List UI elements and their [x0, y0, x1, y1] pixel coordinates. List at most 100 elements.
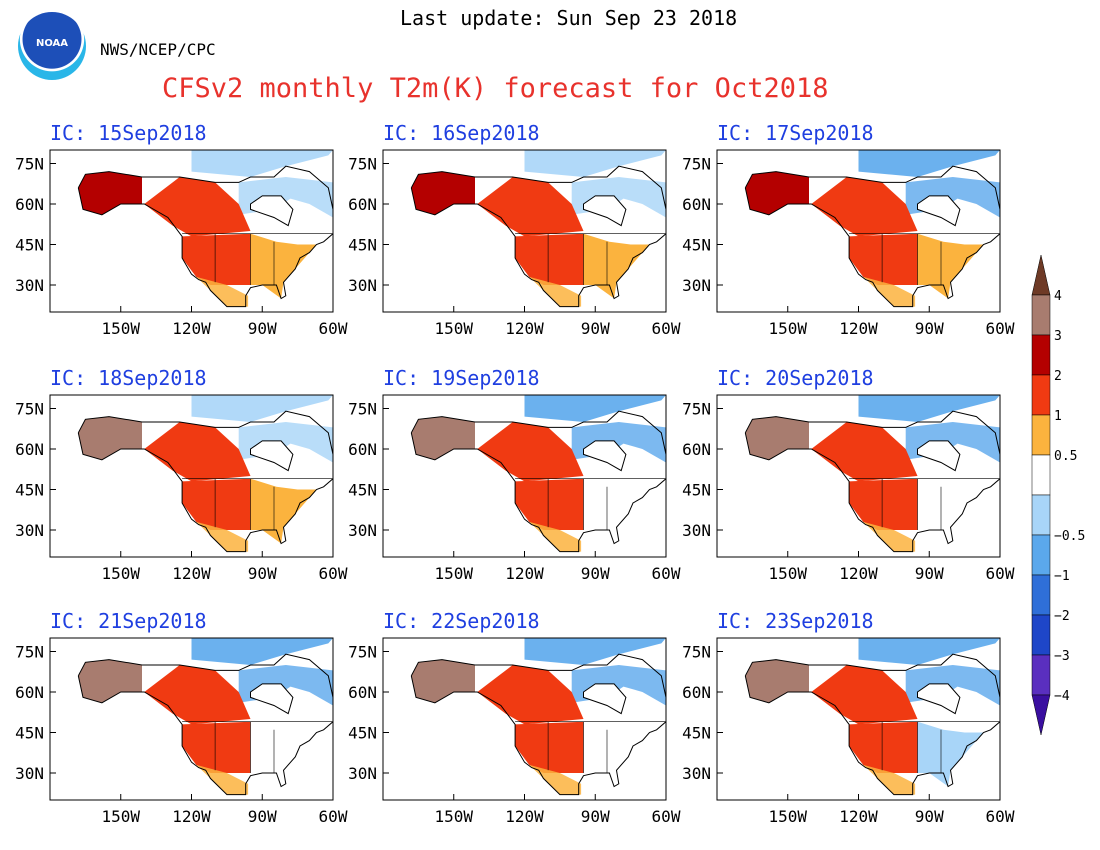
lat-tick-label: 60N: [15, 683, 44, 702]
map-area: [50, 395, 333, 557]
map-area: [383, 638, 666, 800]
lat-tick-label: 75N: [348, 643, 377, 662]
panel-ic-label: IC: 19Sep2018: [383, 366, 540, 390]
mexico-anomaly: [529, 276, 582, 307]
colorbar-label: −4: [1054, 689, 1070, 704]
coastline: [77, 653, 333, 796]
lat-tick-label: 45N: [348, 724, 377, 743]
eastern-us-anomaly: [583, 233, 650, 299]
colorbar-segment: [1031, 454, 1051, 496]
arctic-anomaly: [524, 150, 666, 177]
hudson-bay: [917, 195, 961, 227]
eastern-us-anomaly: [917, 721, 984, 787]
western-us-anomaly: [849, 233, 918, 285]
mexico-anomaly: [529, 521, 582, 552]
colorbar-top-arrow: [1031, 254, 1051, 296]
figure-title: CFSv2 monthly T2m(K) forecast for Oct201…: [162, 73, 829, 104]
colorbar-segment: [1031, 334, 1051, 376]
lon-tick-label: 90W: [581, 319, 610, 338]
hudson-bay: [250, 440, 294, 472]
colorbar-label: 1: [1054, 409, 1062, 424]
alaska-anomaly: [78, 171, 142, 215]
agency-label: NWS/NCEP/CPC: [100, 40, 216, 59]
noaa-logo-text: NOAA: [35, 38, 69, 49]
lat-tick-label: 30N: [15, 276, 44, 295]
colorbar-label: −0.5: [1054, 529, 1085, 544]
western-us-anomaly: [182, 721, 251, 773]
colorbar-label: −1: [1054, 569, 1070, 584]
map-area: [383, 395, 666, 557]
lat-tick-label: 30N: [348, 764, 377, 783]
lat-tick-label: 45N: [15, 236, 44, 255]
panel-ic-label: IC: 15Sep2018: [50, 121, 207, 145]
arctic-anomaly: [524, 395, 666, 422]
map-area: [717, 395, 1000, 557]
lon-tick-label: 120W: [839, 319, 878, 338]
colorbar-segment: [1031, 494, 1051, 536]
coastline: [77, 410, 333, 553]
map-area: [383, 150, 666, 312]
map-panel: IC: 17Sep2018 75N 60N 45N 30N 150W 120W 90W 60W: [682, 121, 1015, 338]
colorbar-label: −2: [1054, 609, 1070, 624]
lon-tick-label: 120W: [172, 807, 211, 826]
map-panel: IC: 15Sep2018 75N 60N 45N 30N 150W 120W 90W 60W: [15, 121, 348, 338]
eastern-us-anomaly: [583, 478, 650, 544]
panel-ic-label: IC: 23Sep2018: [717, 609, 874, 633]
lon-tick-label: 150W: [434, 807, 473, 826]
western-us-anomaly: [515, 478, 584, 530]
lat-tick-label: 30N: [682, 276, 711, 295]
lon-tick-label: 150W: [434, 319, 473, 338]
lon-tick-label: 60W: [652, 807, 681, 826]
lat-tick-label: 30N: [348, 521, 377, 540]
lon-tick-label: 60W: [319, 564, 348, 583]
lat-tick-label: 60N: [15, 195, 44, 214]
lat-tick-label: 75N: [348, 400, 377, 419]
coastline: [410, 165, 666, 308]
western-us-anomaly: [182, 478, 251, 530]
map-panel: IC: 21Sep2018 75N 60N 45N 30N 150W 120W 90W 60W: [15, 609, 348, 826]
map-panel: IC: 23Sep2018 75N 60N 45N 30N 150W 120W 90W 60W: [682, 609, 1015, 826]
western-us-anomaly: [849, 478, 918, 530]
lon-tick-label: 120W: [839, 807, 878, 826]
colorbar-segment: [1031, 574, 1051, 616]
arctic-anomaly: [191, 395, 333, 422]
lon-tick-label: 120W: [505, 807, 544, 826]
map-panel: IC: 19Sep2018 75N 60N 45N 30N 150W 120W 90W 60W: [348, 366, 681, 583]
lat-tick-label: 30N: [682, 521, 711, 540]
map-panel: IC: 18Sep2018 75N 60N 45N 30N 150W 120W 90W 60W: [15, 366, 348, 583]
eastern-us-anomaly: [917, 478, 984, 544]
eastern-us-anomaly: [250, 233, 317, 299]
panel-ic-label: IC: 17Sep2018: [717, 121, 874, 145]
mexico-anomaly: [529, 764, 582, 795]
hudson-bay: [250, 195, 294, 227]
lat-tick-label: 75N: [682, 643, 711, 662]
mexico-anomaly: [863, 521, 916, 552]
map-area: [50, 150, 333, 312]
panel-ic-label: IC: 20Sep2018: [717, 366, 874, 390]
lat-tick-label: 60N: [682, 440, 711, 459]
colorbar-label: 0.5: [1054, 449, 1077, 464]
lon-tick-label: 120W: [172, 564, 211, 583]
lat-tick-label: 75N: [682, 155, 711, 174]
panel-ic-label: IC: 21Sep2018: [50, 609, 207, 633]
arctic-anomaly: [191, 150, 333, 177]
hudson-bay: [583, 683, 627, 715]
last-update-text: Last update: Sun Sep 23 2018: [400, 6, 738, 30]
arctic-anomaly: [858, 638, 1000, 665]
lon-tick-label: 60W: [652, 564, 681, 583]
map-area: [717, 638, 1000, 800]
lon-tick-label: 120W: [839, 564, 878, 583]
arctic-anomaly: [858, 395, 1000, 422]
lon-tick-label: 90W: [915, 807, 944, 826]
mexico-anomaly: [196, 276, 249, 307]
colorbar-bottom-arrow: [1031, 694, 1051, 736]
coastline: [77, 165, 333, 308]
western-us-anomaly: [849, 721, 918, 773]
lat-tick-label: 45N: [348, 481, 377, 500]
lat-tick-label: 60N: [15, 440, 44, 459]
lat-tick-label: 45N: [15, 481, 44, 500]
lat-tick-label: 75N: [348, 155, 377, 174]
coastline: [744, 653, 1000, 796]
arctic-anomaly: [191, 638, 333, 665]
